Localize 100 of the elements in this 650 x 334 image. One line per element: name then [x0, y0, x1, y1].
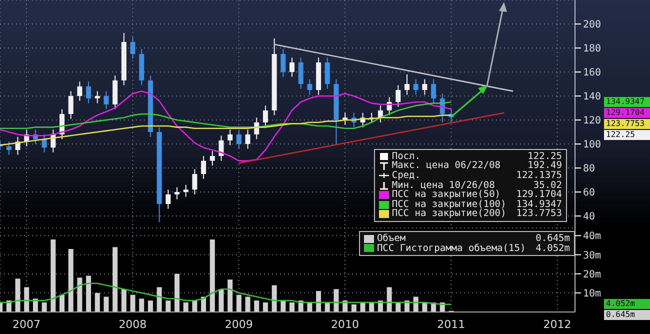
candlestick — [174, 186, 180, 200]
candlestick — [431, 78, 436, 104]
bar — [156, 287, 162, 312]
bar — [183, 302, 188, 312]
candlestick — [218, 135, 224, 162]
legend-label: ПСС на закрытие(50) — [392, 189, 501, 200]
candlestick — [201, 156, 206, 180]
candlestick — [280, 48, 286, 78]
y-tick-label: 40 — [583, 212, 596, 223]
x-tick-label: 2012 — [543, 318, 572, 331]
annotation: Макс. цена 06/22/08 — [392, 160, 502, 172]
candlestick — [422, 78, 428, 96]
annotation: 35.02 — [533, 180, 562, 191]
bar — [351, 304, 356, 312]
bar — [166, 300, 171, 312]
y-tick-label: 200 — [583, 20, 602, 31]
candlestick — [245, 129, 250, 150]
bar — [121, 289, 126, 312]
bar — [94, 292, 100, 312]
candlestick — [236, 129, 242, 150]
bar — [77, 278, 82, 312]
bar — [60, 294, 64, 312]
annotation: 129.1704 — [516, 189, 562, 200]
candlestick — [104, 90, 109, 110]
x-tick-label: 2008 — [118, 318, 147, 331]
candlestick — [298, 57, 304, 90]
bar — [50, 239, 56, 312]
y-tick-label: 160 — [583, 68, 602, 79]
annotation: Посл. — [392, 150, 422, 162]
y-tick-label: 60 — [583, 188, 596, 199]
candlestick — [290, 57, 294, 78]
y-tick-label: 100 — [583, 140, 602, 151]
candlestick — [6, 141, 12, 156]
bar — [334, 289, 339, 312]
legend-label: Объем — [376, 233, 407, 244]
bar — [148, 300, 153, 312]
annotation: 123.7753 — [516, 208, 562, 220]
bar — [86, 276, 92, 312]
candlestick — [42, 134, 47, 153]
y-tick-label: 140 — [583, 92, 602, 103]
legend-label: ПСС на закрытие(200) — [392, 208, 506, 220]
y-tick-label: 80 — [583, 164, 596, 175]
legend-label: ПСС Гистограмма объема(15) — [376, 242, 526, 254]
bar — [32, 298, 38, 312]
x-tick-label: 2009 — [224, 318, 253, 331]
text: 129.1704 — [606, 108, 645, 117]
candlestick — [404, 74, 410, 96]
bar — [15, 278, 20, 312]
bar — [272, 285, 277, 312]
text: 4.052m — [606, 299, 635, 308]
candlestick — [307, 78, 312, 96]
bar — [192, 300, 198, 312]
candlestick — [262, 105, 268, 128]
candlestick — [68, 90, 74, 120]
bar — [245, 296, 250, 312]
annotation: 134.9347 — [516, 198, 562, 210]
annotation: Сред. — [392, 170, 422, 182]
bar — [386, 287, 392, 312]
bar — [228, 280, 233, 312]
bar — [130, 294, 136, 312]
x-tick-label: 2010 — [331, 318, 359, 331]
annotation: Мин. цена 10/26/08 — [392, 180, 495, 191]
line-series — [0, 282, 452, 306]
text: 123.7753 — [606, 119, 645, 128]
annotation: 122.25 — [528, 150, 562, 162]
candlestick — [130, 36, 136, 60]
x-tick-label: 2011 — [437, 318, 466, 331]
annotation: 192.49 — [528, 160, 562, 172]
candlestick — [228, 129, 233, 146]
annotation: 0.645m — [536, 233, 570, 244]
candlestick — [86, 81, 92, 104]
bar — [236, 294, 242, 312]
bar — [68, 249, 74, 312]
bar — [104, 296, 109, 312]
candlestick — [112, 75, 118, 110]
candlestick — [192, 168, 198, 195]
bar — [290, 302, 294, 312]
bar — [210, 239, 215, 312]
annotation: 122.1375 — [516, 170, 562, 182]
bar — [316, 291, 322, 312]
line-series — [0, 90, 452, 162]
y-tick-label: 120 — [583, 116, 602, 127]
candlestick — [94, 90, 100, 104]
candlestick — [183, 184, 188, 198]
candlestick — [413, 78, 418, 96]
bar — [42, 302, 47, 312]
y-tick-label: 180 — [583, 44, 602, 55]
bar — [218, 289, 224, 312]
text: 0.645m — [606, 310, 635, 320]
bar — [174, 274, 180, 312]
annotation: 4.052m — [536, 242, 570, 254]
bar — [112, 247, 118, 312]
y-tick-label: 10m — [583, 288, 602, 300]
candlestick — [324, 57, 330, 90]
text: 122.25 — [606, 130, 635, 139]
text: 134.9347 — [606, 97, 645, 106]
y-tick-label: 20m — [583, 269, 602, 280]
y-tick-label: 40m — [583, 231, 602, 242]
candlestick — [210, 150, 215, 166]
bar — [254, 300, 260, 312]
